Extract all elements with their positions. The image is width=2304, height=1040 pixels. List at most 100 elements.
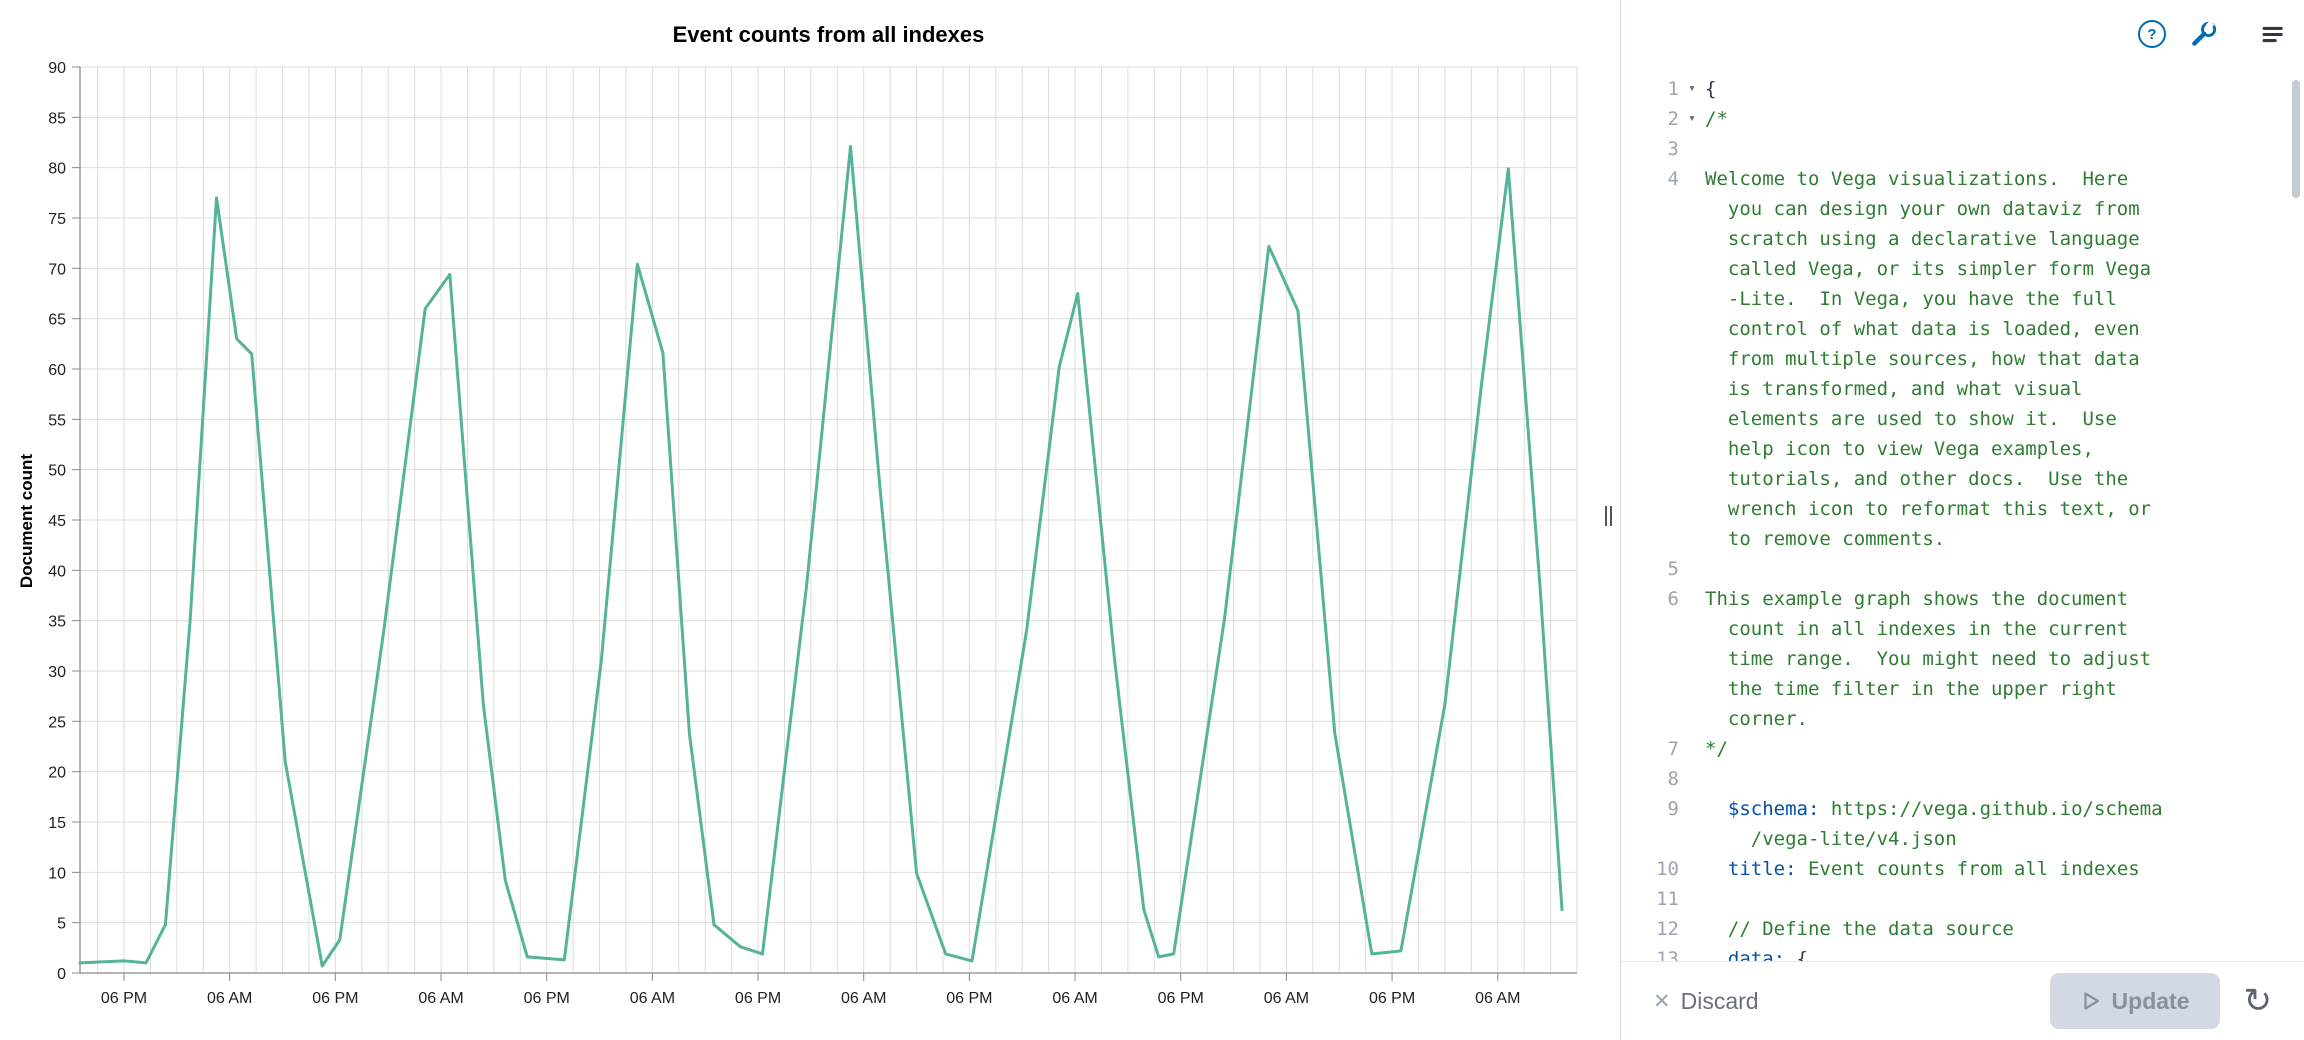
code-line: count in all indexes in the current <box>1621 614 2304 644</box>
spec-editor-panel: ? 1 ▾{2 ▾/* 3 4 Welcome to Veg <box>1621 0 2304 1040</box>
y-axis-title: Document count <box>17 453 36 589</box>
chart-panel: 06 PM 06 AM 06 PM 06 AM 06 PM 06 AM 06 PM 06 AM… <box>17 22 1578 1007</box>
line-number: 2 <box>1667 108 1679 130</box>
editor-scrollbar[interactable] <box>2292 80 2300 198</box>
svg-text:06 PM: 06 PM <box>735 990 781 1007</box>
code-line: you can design your own dataviz from <box>1621 194 2304 224</box>
code-line: elements are used to show it. Use <box>1621 404 2304 434</box>
update-button[interactable]: Update <box>2049 973 2220 1029</box>
fold-toggle-icon[interactable]: ▾ <box>1688 111 1696 126</box>
code-text: Welcome to Vega visualizations. Here <box>1705 168 2129 190</box>
fold-spacer <box>1679 314 1705 344</box>
fold-spacer <box>1679 704 1705 734</box>
discard-label: Discard <box>1680 987 1759 1014</box>
wrench-icon <box>2192 20 2217 46</box>
svg-text:20: 20 <box>48 765 66 782</box>
line-number <box>1621 404 1679 434</box>
line-number: 1 <box>1667 78 1679 100</box>
update-label: Update <box>2111 987 2190 1014</box>
code-line: -Lite. In Vega, you have the full <box>1621 284 2304 314</box>
menu-icon <box>2262 26 2283 42</box>
line-number: 6 <box>1667 588 1679 610</box>
code-text: time range. You might need to adjust <box>1727 648 2152 670</box>
line-number <box>1621 614 1679 644</box>
code-text: from multiple sources, how that data <box>1727 348 2140 370</box>
line-number <box>1621 644 1679 674</box>
line-number <box>1621 194 1679 224</box>
fold-spacer <box>1679 854 1705 884</box>
panel-resizer[interactable] <box>1602 0 1621 1040</box>
fold-spacer <box>1679 914 1705 944</box>
editor-footer: ✕ Discard Update ↻ <box>1621 961 2304 1040</box>
code-line: 7 */ <box>1621 734 2304 764</box>
refresh-button[interactable]: ↻ <box>2238 983 2279 1019</box>
line-number: 8 <box>1667 768 1679 790</box>
svg-text:06 PM: 06 PM <box>524 990 570 1007</box>
line-number <box>1621 374 1679 404</box>
code-line: wrench icon to reformat this text, or <box>1621 494 2304 524</box>
code-text: the time filter in the upper right <box>1727 678 2117 700</box>
line-number: 12 <box>1656 918 1679 940</box>
line-number: 5 <box>1667 558 1679 580</box>
code-text: wrench icon to reformat this text, or <box>1727 498 2152 520</box>
code-line: the time filter in the upper right <box>1621 674 2304 704</box>
fold-spacer <box>1679 794 1705 824</box>
svg-text:85: 85 <box>48 110 66 127</box>
code-line: 3 <box>1621 134 2304 164</box>
fold-spacer <box>1679 194 1705 224</box>
code-line: 13 data: { <box>1621 944 2304 961</box>
code-text: to remove comments. <box>1727 528 1946 550</box>
svg-text:06 AM: 06 AM <box>1264 990 1309 1007</box>
code-line: 5 <box>1621 554 2304 584</box>
code-text: help icon to view Vega examples, <box>1727 438 2094 460</box>
svg-text:06 AM: 06 AM <box>630 990 675 1007</box>
code-line: is transformed, and what visual <box>1621 374 2304 404</box>
fold-spacer <box>1679 434 1705 464</box>
fold-spacer <box>1679 284 1705 314</box>
code-text: { <box>1705 78 1717 100</box>
fold-spacer <box>1679 344 1705 374</box>
svg-text:45: 45 <box>48 513 66 530</box>
svg-text:06 PM: 06 PM <box>1158 990 1204 1007</box>
line-number <box>1621 524 1679 554</box>
code-text: you can design your own dataviz from <box>1727 198 2140 220</box>
vega-spec-code-editor[interactable]: 1 ▾ {2 ▾ /* 3 4 Welcome to Vega visualizations.… <box>1621 0 2304 961</box>
editor-menu-button[interactable] <box>2255 17 2290 52</box>
code-line: 9 $schema: https://vega.github.io/schema <box>1621 794 2304 824</box>
svg-text:40: 40 <box>48 563 66 580</box>
code-line: 12 // Define the data source <box>1621 914 2304 944</box>
svg-text:30: 30 <box>48 664 66 681</box>
line-number <box>1621 254 1679 284</box>
code-line: scratch using a declarative language <box>1621 224 2304 254</box>
chart-title: Event counts from all indexes <box>672 22 985 47</box>
line-number <box>1621 224 1679 254</box>
line-number <box>1621 494 1679 524</box>
code-text: count in all indexes in the current <box>1727 618 2129 640</box>
event-counts-chart: 06 PM 06 AM 06 PM 06 AM 06 PM 06 AM 06 PM 06 AM… <box>48 60 1578 1007</box>
help-button[interactable]: ? <box>2134 16 2170 52</box>
code-line: 4 Welcome to Vega visualizations. Here <box>1621 164 2304 194</box>
code-line: corner. <box>1621 704 2304 734</box>
svg-text:75: 75 <box>48 211 66 228</box>
svg-text:15: 15 <box>48 815 66 832</box>
code-line: 11 <box>1621 884 2304 914</box>
svg-text:65: 65 <box>48 312 66 329</box>
fold-toggle-icon[interactable]: ▾ <box>1688 81 1696 96</box>
code-line: control of what data is loaded, even <box>1621 314 2304 344</box>
svg-text:5: 5 <box>57 916 66 933</box>
code-text: */ <box>1705 738 1728 760</box>
fold-spacer <box>1679 824 1705 854</box>
fold-spacer <box>1679 254 1705 284</box>
line-number <box>1621 704 1679 734</box>
fold-spacer <box>1679 134 1705 164</box>
discard-button[interactable]: ✕ Discard <box>1647 987 1765 1016</box>
code-line: called Vega, or its simpler form Vega <box>1621 254 2304 284</box>
fold-spacer <box>1679 464 1705 494</box>
fold-spacer <box>1679 524 1705 554</box>
svg-text:06 AM: 06 AM <box>207 990 252 1007</box>
line-number <box>1621 284 1679 314</box>
line-number: 7 <box>1667 738 1679 760</box>
code-text: called Vega, or its simpler form Vega <box>1727 258 2152 280</box>
reformat-button[interactable] <box>2186 17 2221 52</box>
